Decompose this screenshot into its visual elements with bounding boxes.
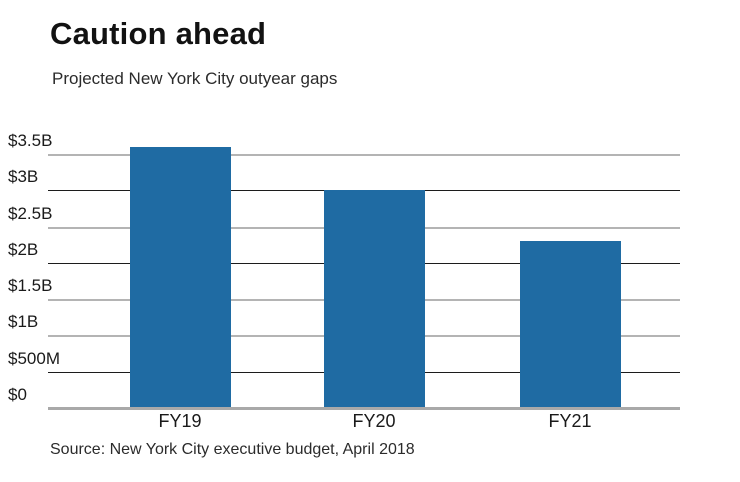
gridline	[48, 153, 680, 156]
chart-subtitle: Projected New York City outyear gaps	[52, 69, 338, 88]
x-tick-label: FY21	[548, 411, 592, 431]
y-tick-label: $1.5B	[8, 276, 53, 296]
source-note: Source: New York City executive budget, …	[50, 441, 415, 458]
y-tick-label: $2B	[8, 239, 39, 259]
chart-title: Caution ahead	[50, 16, 267, 51]
y-tick-label: $500M	[8, 348, 60, 368]
bar-FY19	[129, 146, 231, 409]
y-tick-label: $3.5B	[8, 130, 53, 150]
x-tick-label: FY20	[352, 411, 396, 431]
x-axis-line	[48, 407, 680, 410]
bar-FY20	[323, 190, 425, 409]
y-tick-label: $0	[8, 385, 27, 404]
y-tick-label: $3B	[8, 167, 39, 187]
y-tick-label: $2.5B	[8, 203, 53, 223]
x-tick-label: FY19	[158, 411, 202, 431]
y-tick-label: $1B	[8, 312, 39, 332]
bar-FY21	[519, 241, 621, 409]
